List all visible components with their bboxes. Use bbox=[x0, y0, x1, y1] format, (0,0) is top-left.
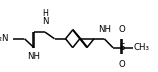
Text: S: S bbox=[120, 43, 125, 52]
Text: NH: NH bbox=[98, 25, 111, 34]
Text: O: O bbox=[118, 25, 125, 34]
Text: N: N bbox=[42, 17, 48, 26]
Text: O: O bbox=[118, 60, 125, 69]
Text: H₂N: H₂N bbox=[0, 34, 9, 43]
Text: NH: NH bbox=[27, 52, 40, 61]
Text: H: H bbox=[42, 9, 48, 18]
Text: CH₃: CH₃ bbox=[134, 43, 149, 52]
